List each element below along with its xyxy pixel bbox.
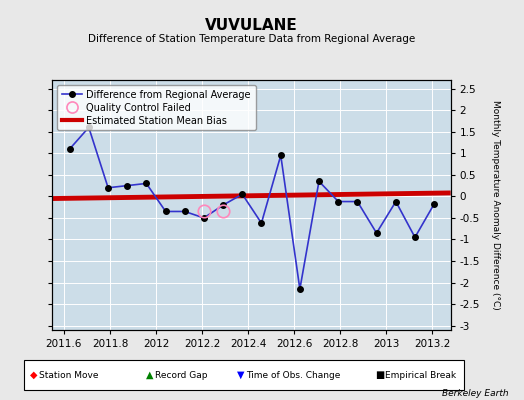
Text: Time of Obs. Change: Time of Obs. Change (246, 370, 341, 380)
Text: ▼: ▼ (237, 370, 245, 380)
Y-axis label: Monthly Temperature Anomaly Difference (°C): Monthly Temperature Anomaly Difference (… (491, 100, 500, 310)
Text: Station Move: Station Move (39, 370, 99, 380)
Legend: Difference from Regional Average, Quality Control Failed, Estimated Station Mean: Difference from Regional Average, Qualit… (57, 85, 256, 130)
Text: Difference of Station Temperature Data from Regional Average: Difference of Station Temperature Data f… (88, 34, 415, 44)
Text: Berkeley Earth: Berkeley Earth (442, 389, 508, 398)
Text: ◆: ◆ (30, 370, 38, 380)
Text: ■: ■ (375, 370, 385, 380)
Text: Empirical Break: Empirical Break (385, 370, 456, 380)
Text: ▲: ▲ (146, 370, 153, 380)
Text: Record Gap: Record Gap (155, 370, 207, 380)
Text: VUVULANE: VUVULANE (205, 18, 298, 33)
